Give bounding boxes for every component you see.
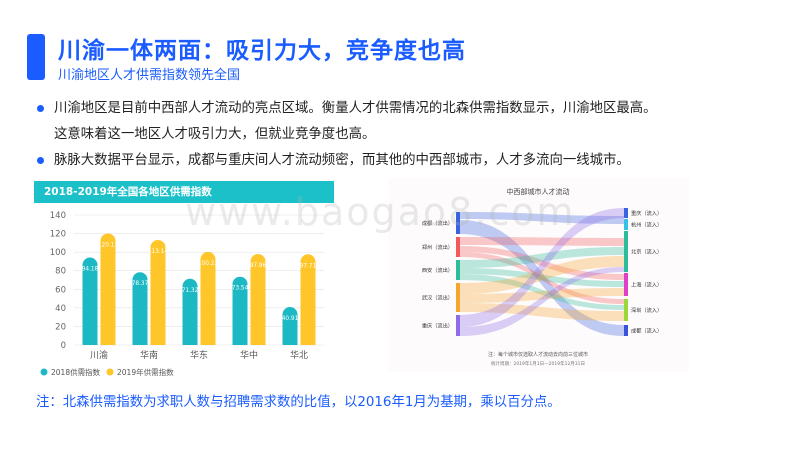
sankey-target-node (624, 299, 628, 321)
bar (132, 272, 148, 345)
x-tick-label: 川渝 (90, 349, 108, 361)
bullet-item: 脉脉大数据平台显示，成都与重庆间人才流动频密，而其他的中西部城市，人才多流向一线… (36, 148, 781, 174)
y-tick-label: 60 (55, 285, 66, 295)
sankey-target-node (624, 325, 628, 336)
bar-data-label: 40.91 (282, 316, 299, 322)
bullet-dot (37, 105, 44, 112)
x-tick-label: 华中 (240, 349, 258, 361)
sankey-flow (460, 208, 624, 327)
sankey-flow (460, 247, 624, 268)
bar-data-label: 113.14 (148, 249, 169, 255)
bar-chart-title: 2018-2019年全国各地区供需指数 (44, 186, 212, 198)
sankey-target-label: 上海（流入） (631, 281, 662, 289)
sankey-source-label: 郑州（流出） (422, 243, 453, 251)
bar (100, 233, 116, 345)
sankey-target-node (624, 208, 628, 218)
sankey-target-label: 重庆（流入） (631, 209, 662, 217)
sankey-period: 统计周期：2019年1月1日—2019年12月31日 (491, 360, 585, 367)
sankey-flow (460, 303, 624, 321)
sankey-diagram: 中西部城市人才流动 注：每个城市仅选取人才流动去向前三位城市 统计周期：2019… (422, 187, 662, 367)
sankey-target-node (624, 273, 628, 296)
sankey-target-node (624, 231, 628, 272)
y-tick-label: 140 (50, 211, 66, 221)
y-tick-label: 100 (50, 248, 66, 258)
bar (232, 276, 248, 345)
sankey-flow (460, 268, 624, 287)
sankey-flow (460, 252, 624, 304)
sankey-target-label: 深圳（流入） (631, 306, 662, 314)
sankey-flow (460, 237, 624, 246)
bar-data-label: 97.71 (300, 263, 317, 269)
bullet-dot (37, 157, 44, 164)
bullet-text: 脉脉大数据平台显示，成都与重庆间人才流动频密，而其他的中西部城市，人才多流向一线… (54, 153, 630, 168)
y-tick-label: 40 (55, 304, 66, 314)
footnote: 注：北森供需指数为求职人数与招聘需求数的比值，以2016年1月为基期，乘以百分点… (36, 395, 561, 410)
legend-swatch (106, 368, 114, 376)
sankey-flow (460, 246, 624, 280)
sankey-flow (460, 256, 624, 294)
bar (150, 239, 166, 345)
bullet-item: 川渝地区是目前中西部人才流动的亮点区域。衡量人才供需情况的北森供需指数显示，川渝… (36, 96, 781, 122)
title-accent-bar (27, 34, 45, 80)
sankey-flow (460, 274, 624, 310)
bar (250, 254, 266, 345)
sankey-source-label: 西安（流出） (422, 266, 453, 274)
bar-data-label: 120.11 (98, 242, 119, 248)
bar (200, 251, 216, 345)
watermark: www.baogao8.com (185, 190, 576, 234)
y-tick-label: 80 (55, 267, 66, 277)
sankey-note: 注：每个城市仅选取人才流动去向前三位城市 (488, 351, 588, 358)
bar-data-label: 94.18 (82, 267, 99, 273)
bar (82, 257, 98, 345)
sankey-target-node (624, 219, 628, 230)
sankey-target-label: 成都（流入） (631, 327, 662, 335)
page-subtitle: 川渝地区人才供需指数领先全国 (58, 68, 241, 83)
sankey-source-node (456, 315, 460, 336)
sankey-source-label: 成都（流出） (422, 219, 453, 227)
x-tick-label: 华东 (190, 349, 208, 361)
sankey-target-label: 北京（流入） (631, 248, 662, 256)
bar-data-label: 100.23 (198, 261, 219, 267)
sankey-panel: 中西部城市人才流动 注：每个城市仅选取人才流动去向前三位城市 统计周期：2019… (388, 178, 689, 372)
bar-data-label: 73.54 (232, 286, 249, 292)
sankey-flow (460, 288, 624, 303)
bullet-text: 川渝地区是目前中西部人才流动的亮点区域。衡量人才供需情况的北森供需指数显示，川渝… (54, 101, 657, 116)
sankey-flow (460, 220, 624, 336)
bar-data-label: 78.37 (132, 281, 149, 287)
y-tick-label: 20 (55, 322, 66, 332)
sankey-source-node (456, 260, 460, 280)
bar (282, 307, 298, 345)
bullet-text: 这意味着这一地区人才吸引力大，但就业竞争度也高。 (54, 127, 376, 142)
sankey-source-label: 重庆（流出） (422, 322, 453, 330)
sankey-source-label: 武汉（流出） (422, 294, 453, 302)
bar-data-label: 97.96 (250, 263, 267, 269)
bullet-list: 川渝地区是目前中西部人才流动的亮点区域。衡量人才供需情况的北森供需指数显示，川渝… (36, 96, 781, 174)
bar-chart: 0 20 40 60 80 100 120 140 94.18 120.11 川渝 78.37 113.… (40, 211, 324, 377)
bar-chart-header: 2018-2019年全国各地区供需指数 (34, 181, 334, 203)
legend-label: 2019年供需指数 (117, 367, 174, 377)
sankey-flow (460, 212, 624, 224)
page-title: 川渝一体两面：吸引力大，竞争度也高 (58, 38, 466, 64)
sankey-title: 中西部城市人才流动 (507, 187, 570, 196)
sankey-target-label: 杭州（流入） (631, 221, 662, 229)
bar (300, 254, 316, 345)
sankey-source-node (456, 283, 460, 312)
sankey-source-node (456, 212, 460, 234)
x-tick-label: 华南 (140, 349, 158, 361)
bar-chart-panel: 2018-2019年全国各地区供需指数 0 20 40 60 80 100 120 140 94… (34, 181, 334, 381)
legend-label: 2018供需指数 (51, 367, 101, 377)
sankey-flow (460, 267, 624, 336)
x-tick-label: 华北 (290, 349, 308, 361)
bar (182, 278, 198, 345)
bar-data-label: 71.32 (182, 288, 199, 294)
legend-swatch (40, 368, 48, 376)
y-tick-label: 120 (50, 230, 66, 240)
sankey-source-node (456, 237, 460, 257)
bullet-continuation: 这意味着这一地区人才吸引力大，但就业竞争度也高。 (36, 122, 781, 148)
y-tick-label: 0 (61, 341, 66, 351)
